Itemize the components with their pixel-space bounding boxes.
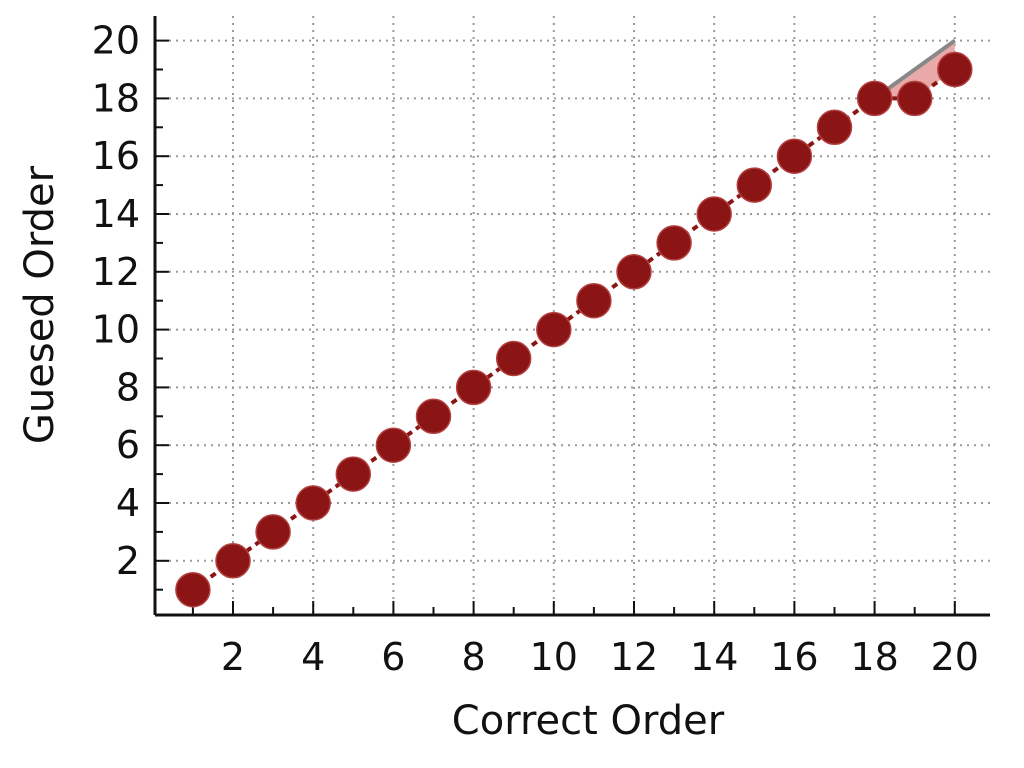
data-point: [335, 456, 372, 492]
y-tick-label: 10: [92, 308, 140, 352]
data-point: [616, 254, 652, 290]
x-tick-label: 8: [462, 635, 486, 679]
x-tick-label: 6: [381, 635, 405, 679]
x-tick-label: 14: [690, 635, 738, 679]
x-tick-label: 18: [850, 635, 898, 679]
y-tick-label: 18: [92, 76, 140, 120]
x-tick-label: 20: [931, 635, 979, 679]
data-point: [536, 311, 572, 348]
data-point: [896, 80, 933, 117]
ticks-layer: 2 4 6 8 10 12 14 16 18 20 2 4 6 8 10 12 14 16 18 20: [92, 19, 979, 679]
y-tick-label: 12: [92, 250, 140, 294]
x-tick-label: 2: [221, 635, 245, 679]
data-point: [856, 80, 893, 117]
y-tick-label: 16: [92, 134, 140, 178]
data-point: [576, 282, 612, 319]
x-tick-label: 10: [530, 635, 578, 679]
series-layer: [175, 51, 973, 608]
data-point: [937, 51, 973, 88]
y-tick-label: 6: [116, 423, 140, 467]
grid-layer: [155, 16, 990, 615]
y-tick-label: 2: [116, 539, 140, 583]
x-tick-label: 12: [610, 635, 658, 679]
data-point: [295, 485, 331, 521]
x-tick-label: 16: [770, 635, 818, 679]
y-tick-label: 20: [92, 19, 140, 63]
data-point: [495, 340, 532, 377]
data-point: [696, 196, 732, 232]
data-point: [455, 369, 492, 406]
data-point: [215, 543, 251, 579]
data-point: [255, 514, 291, 550]
y-axis-title: Guesed Order: [17, 165, 63, 444]
data-point: [175, 571, 211, 608]
data-point: [736, 167, 773, 203]
data-point: [776, 138, 813, 174]
data-point: [656, 225, 692, 261]
data-point: [415, 398, 452, 435]
x-tick-label: 4: [301, 635, 325, 679]
x-axis-title: Correct Order: [452, 698, 725, 744]
data-point: [375, 427, 412, 463]
y-tick-label: 14: [92, 192, 140, 236]
axes-layer: [153, 16, 990, 617]
y-tick-label: 8: [116, 365, 140, 409]
y-tick-label: 4: [116, 481, 140, 525]
data-point: [816, 109, 853, 146]
